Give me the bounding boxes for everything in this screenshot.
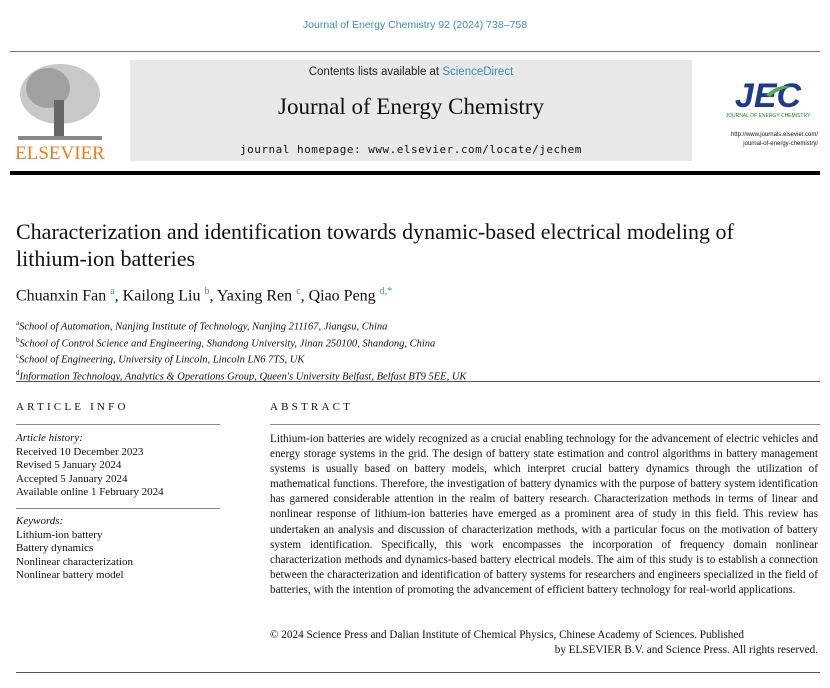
elsevier-tree-icon: ELSEVIER: [15, 64, 105, 164]
affiliation: bSchool of Control Science and Engineeri…: [16, 334, 466, 351]
article-history: Article history: Received 10 December 202…: [16, 432, 164, 500]
divider: [270, 424, 820, 425]
keywords-label: Keywords:: [16, 515, 64, 527]
article-title: Characterization and identification towa…: [16, 219, 734, 271]
jec-logo-subtitle: JOURNAL OF ENERGY CHEMISTRY: [726, 113, 811, 119]
keyword-item[interactable]: Nonlinear characterization: [16, 555, 133, 568]
divider: [16, 508, 220, 509]
history-item: Accepted 5 January 2024: [16, 472, 128, 485]
author-affiliation-link[interactable]: a: [110, 286, 115, 297]
affiliation: dInformation Technology, Analytics & Ope…: [16, 367, 466, 384]
author-affiliation-link[interactable]: c: [296, 286, 301, 297]
sciencedirect-link[interactable]: ScienceDirect: [442, 66, 514, 78]
contents-line: Contents lists available at ScienceDirec…: [130, 66, 692, 78]
history-label: Article history:: [16, 432, 83, 444]
affiliation-marker: d: [16, 368, 20, 377]
affiliation: aSchool of Automation, Nanjing Institute…: [16, 317, 466, 334]
keyword-item[interactable]: Battery dynamics: [16, 542, 94, 554]
divider: [10, 51, 820, 52]
jec-logo-icon: JEC JOURNAL OF ENERGY CHEMISTRY: [726, 77, 811, 119]
author-name[interactable]: Chuanxin Fan: [16, 287, 107, 305]
affiliation-text: Information Technology, Analytics & Oper…: [19, 371, 467, 382]
author-affiliation-link[interactable]: b: [204, 286, 210, 297]
jec-logo[interactable]: JEC JOURNAL OF ENERGY CHEMISTRY: [716, 75, 820, 120]
journal-citation[interactable]: Journal of Energy Chemistry 92 (2024) 73…: [302, 19, 528, 31]
author-separator: ,: [209, 287, 217, 305]
keyword-item[interactable]: Nonlinear battery model: [16, 569, 124, 581]
affiliation-text: School of Control Science and Engineerin…: [19, 338, 436, 349]
elsevier-logo[interactable]: ELSEVIER: [10, 60, 110, 164]
author-list: Chuanxin Fan a, Kailong Liu b, Yaxing Re…: [16, 286, 392, 305]
history-item: Received 10 December 2023: [16, 445, 144, 458]
history-item: Available online 1 February 2024: [16, 486, 164, 498]
journal-homepage[interactable]: journal homepage: www.elsevier.com/locat…: [240, 143, 582, 156]
affiliation-text: School of Engineering, University of Lin…: [19, 354, 305, 366]
divider: [16, 381, 820, 382]
abstract-heading: ABSTRACT: [270, 401, 354, 413]
author-name[interactable]: Yaxing Ren: [216, 287, 293, 305]
article-info-heading: ARTICLE INFO: [16, 401, 129, 413]
journal-url-line: http://www.journals.elsevier.com/: [730, 132, 818, 138]
affiliation-marker: c: [16, 352, 20, 360]
copyright: © 2024 Science Press and Dalian Institut…: [270, 628, 818, 658]
affiliation: cSchool of Engineering, University of Li…: [16, 350, 466, 367]
journal-header-box: Contents lists available at ScienceDirec…: [130, 60, 692, 161]
thick-divider: [10, 171, 820, 175]
author-name[interactable]: Kailong Liu: [122, 287, 201, 305]
divider: [16, 424, 220, 425]
svg-text:ELSEVIER: ELSEVIER: [15, 143, 105, 162]
author-separator: ,: [114, 287, 123, 305]
keyword-item[interactable]: Lithium-ion battery: [16, 528, 103, 541]
copyright-line: © 2024 Science Press and Dalian Institut…: [270, 629, 744, 641]
journal-url-line: journal-of-energy-chemistry/: [743, 141, 818, 147]
history-item: Revised 5 January 2024: [16, 459, 122, 471]
copyright-line: by ELSEVIER B.V. and Science Press. All …: [554, 644, 818, 657]
divider: [16, 672, 820, 673]
affiliation-marker: b: [16, 335, 20, 344]
keywords: Keywords: Lithium-ion battery Battery dyna…: [16, 515, 133, 583]
affiliations: aSchool of Automation, Nanjing Institute…: [16, 317, 466, 383]
abstract-text: Lithium-ion batteries are widely recogni…: [270, 433, 818, 596]
journal-url[interactable]: http://www.journals.elsevier.com/journal…: [700, 131, 818, 149]
affiliation-text: School of Automation, Nanjing Institute …: [19, 321, 388, 333]
author-affiliation-link[interactable]: d,*: [379, 286, 393, 297]
journal-title: Journal of Energy Chemistry: [278, 94, 544, 119]
author-separator: ,: [300, 287, 309, 305]
contents-prefix: Contents lists available at: [308, 66, 443, 78]
author-name[interactable]: Qiao Peng: [308, 287, 376, 305]
affiliation-marker: a: [16, 319, 20, 327]
